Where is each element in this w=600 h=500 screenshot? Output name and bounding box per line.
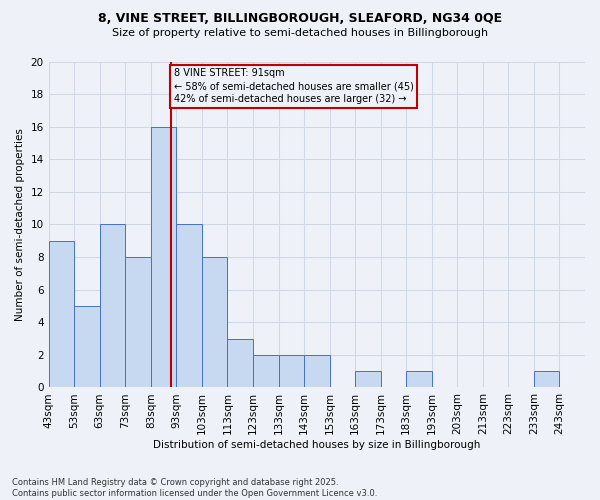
Bar xyxy=(278,355,304,388)
Y-axis label: Number of semi-detached properties: Number of semi-detached properties xyxy=(15,128,25,321)
Bar xyxy=(151,126,176,388)
Bar xyxy=(176,224,202,388)
Bar xyxy=(534,371,559,388)
Bar xyxy=(74,306,100,388)
Text: Contains HM Land Registry data © Crown copyright and database right 2025.
Contai: Contains HM Land Registry data © Crown c… xyxy=(12,478,377,498)
Text: 8, VINE STREET, BILLINGBOROUGH, SLEAFORD, NG34 0QE: 8, VINE STREET, BILLINGBOROUGH, SLEAFORD… xyxy=(98,12,502,26)
Bar xyxy=(253,355,278,388)
Bar xyxy=(406,371,432,388)
Bar xyxy=(125,257,151,388)
Text: Size of property relative to semi-detached houses in Billingborough: Size of property relative to semi-detach… xyxy=(112,28,488,38)
Bar xyxy=(304,355,329,388)
Bar xyxy=(100,224,125,388)
Text: 8 VINE STREET: 91sqm
← 58% of semi-detached houses are smaller (45)
42% of semi-: 8 VINE STREET: 91sqm ← 58% of semi-detac… xyxy=(174,68,413,104)
Bar xyxy=(49,241,74,388)
X-axis label: Distribution of semi-detached houses by size in Billingborough: Distribution of semi-detached houses by … xyxy=(153,440,481,450)
Bar xyxy=(227,338,253,388)
Bar xyxy=(202,257,227,388)
Bar xyxy=(355,371,380,388)
